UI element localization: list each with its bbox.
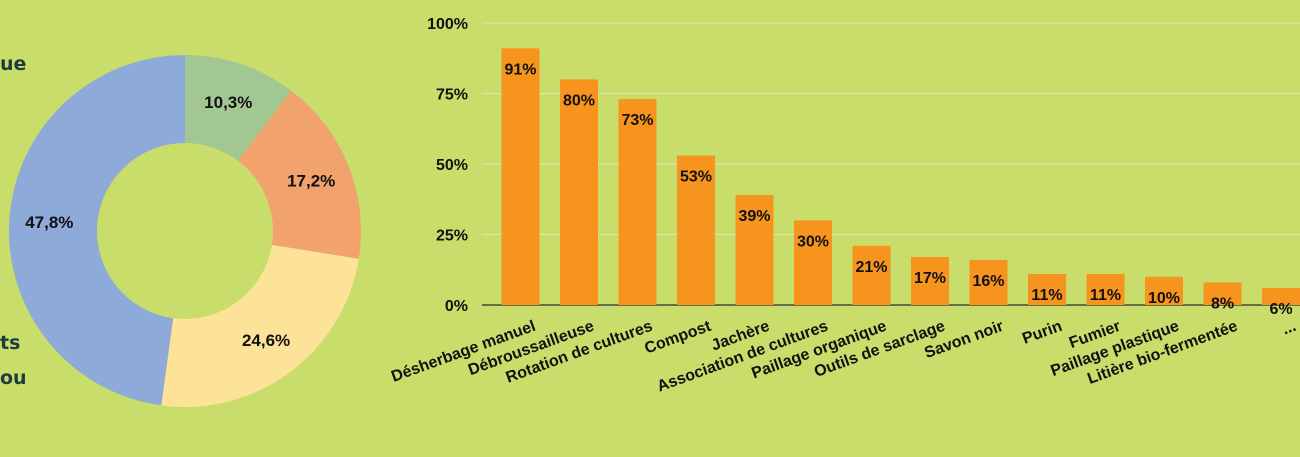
donut-slice-label: 17,2%	[287, 171, 335, 190]
y-tick-label: 50%	[436, 157, 468, 174]
donut-slice	[185, 55, 292, 161]
bar-value-label: 21%	[855, 259, 887, 276]
x-category-label: ...	[1280, 318, 1298, 339]
bar	[852, 245, 891, 305]
y-tick-label: 0%	[445, 298, 468, 315]
y-tick-label: 75%	[436, 87, 468, 104]
bar-value-label: 6%	[1269, 301, 1292, 318]
bar-value-label: 53%	[680, 169, 712, 186]
bar	[1028, 273, 1066, 305]
y-tick-label: 100%	[427, 16, 468, 33]
donut-chart: 10,3% 17,2% 24,6% 47,8%	[8, 55, 362, 408]
bar	[501, 48, 540, 305]
donut-slice-label: 10,3%	[204, 93, 252, 112]
bar-value-label: 17%	[914, 270, 946, 287]
donut-slice-label: 47,8%	[25, 213, 73, 232]
bar-value-label: 10%	[1148, 290, 1180, 307]
bar-value-label: 30%	[797, 233, 829, 250]
donut-slice	[8, 55, 186, 406]
bar	[1203, 282, 1242, 305]
legend-fragment-1: ue	[0, 53, 27, 75]
bar	[794, 220, 832, 305]
bar	[1145, 276, 1183, 305]
bar-value-label: 80%	[563, 92, 595, 109]
donut-slice	[161, 244, 359, 408]
legend-fragment-2: ts	[0, 332, 21, 354]
bar-value-label: 39%	[738, 208, 770, 225]
bar-value-label: 91%	[504, 61, 536, 78]
donut-slice	[238, 90, 362, 259]
bar	[969, 259, 1008, 305]
bar	[677, 155, 715, 305]
bar	[735, 195, 774, 305]
bar-value-label: 8%	[1211, 295, 1234, 312]
bar	[1086, 273, 1125, 305]
bar	[560, 79, 598, 306]
bar-value-label: 16%	[972, 273, 1004, 290]
bar	[911, 257, 949, 305]
bar	[618, 99, 657, 305]
bar-value-label: 11%	[1031, 287, 1062, 304]
legend-fragment-3: ou	[0, 367, 27, 389]
y-tick-label: 25%	[436, 228, 468, 245]
x-category-label: Purin	[1020, 318, 1064, 348]
bar-value-label: 73%	[621, 112, 653, 129]
bar	[1262, 288, 1300, 305]
x-category-label: Compost	[642, 318, 714, 358]
bar-value-label: 11%	[1090, 287, 1121, 304]
donut-slice-label: 24,6%	[242, 331, 290, 350]
